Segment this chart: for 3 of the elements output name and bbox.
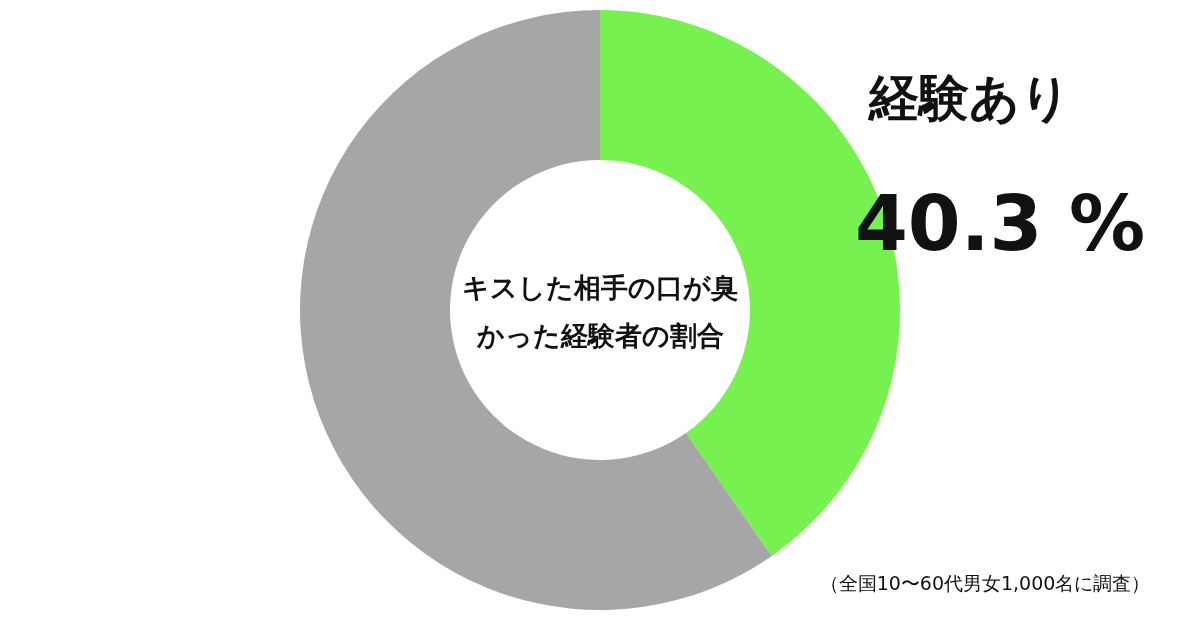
slice-label: 経験あり [867,69,1071,127]
text: （全国10〜60代男女1,000名に調査） [819,572,1151,594]
text: キスした相手の口が臭かった経験者の割合 [462,272,738,351]
